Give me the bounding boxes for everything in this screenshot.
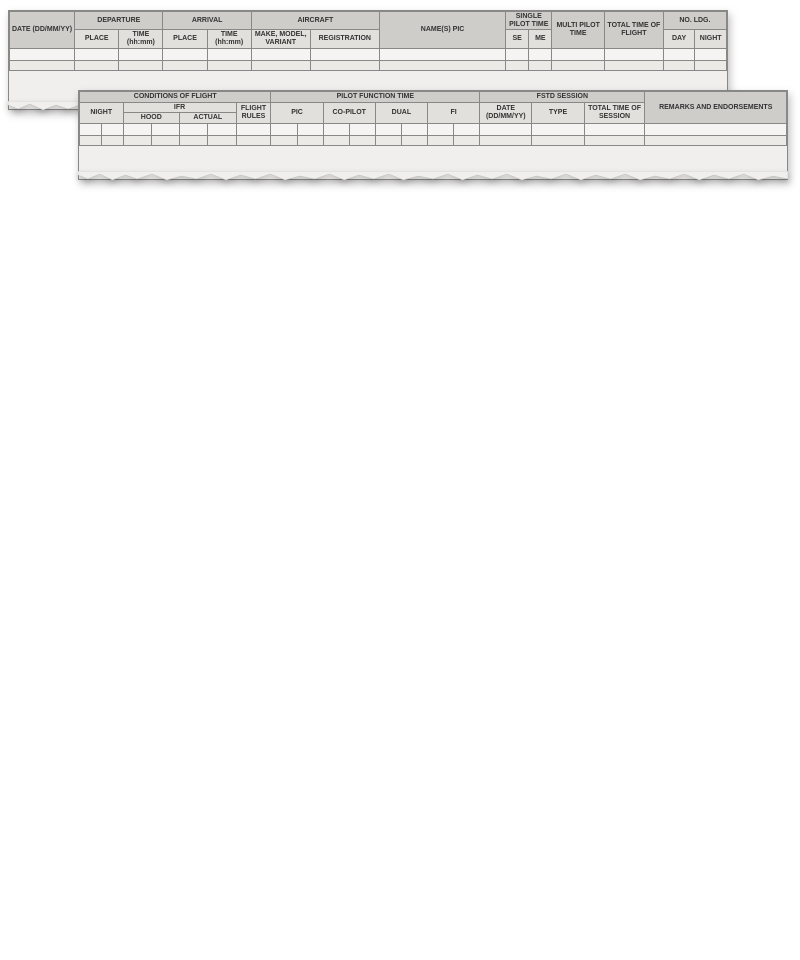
col-no-ldg: NO. LDG. bbox=[663, 12, 726, 30]
col-flight-rules: FLIGHT RULES bbox=[236, 102, 271, 123]
col-fstd-total: TOTAL TIME OF SESSION bbox=[584, 102, 645, 123]
col-make: MAKE, MODEL, VARIANT bbox=[251, 30, 310, 48]
col-aircraft: AIRCRAFT bbox=[251, 12, 379, 30]
col-dep-time: TIME (hh:mm) bbox=[119, 30, 163, 48]
col-copilot: CO-PILOT bbox=[323, 102, 375, 123]
logbook-table-1: DATE (DD/MM/YY) DEPARTURE ARRIVAL AIRCRA… bbox=[9, 11, 727, 71]
col-me: ME bbox=[529, 30, 552, 48]
col-remarks: REMARKS AND ENDORSEMENTS bbox=[645, 92, 787, 124]
col-day: DAY bbox=[663, 30, 695, 48]
col-conditions: CONDITIONS OF FLIGHT bbox=[80, 92, 271, 103]
col-ifr: IFR bbox=[123, 102, 236, 113]
col-se: SE bbox=[506, 30, 529, 48]
table-row bbox=[10, 60, 727, 70]
col-names-pic: NAME(S) PIC bbox=[379, 12, 505, 49]
col-pilot-func: PILOT FUNCTION TIME bbox=[271, 92, 480, 103]
table-row bbox=[80, 124, 787, 136]
col-night: NIGHT bbox=[695, 30, 727, 48]
col-multi-pilot: MULTI PILOT TIME bbox=[552, 12, 605, 49]
col-fstd-date: DATE (DD/MM/YY) bbox=[480, 102, 532, 123]
col-fi: FI bbox=[428, 102, 480, 123]
col-hood: HOOD bbox=[123, 113, 180, 124]
col-single-pilot: SINGLE PILOT TIME bbox=[506, 12, 552, 30]
logbook-table-2: CONDITIONS OF FLIGHT PILOT FUNCTION TIME… bbox=[79, 91, 787, 146]
col-departure: DEPARTURE bbox=[75, 12, 163, 30]
table-row bbox=[10, 48, 727, 60]
col-fstd: FSTD SESSION bbox=[480, 92, 645, 103]
col-arr-time: TIME (hh:mm) bbox=[207, 30, 251, 48]
col-arr-place: PLACE bbox=[163, 30, 207, 48]
col-pic: PIC bbox=[271, 102, 323, 123]
col-reg: REGISTRATION bbox=[310, 30, 379, 48]
logbook-sheet-2: CONDITIONS OF FLIGHT PILOT FUNCTION TIME… bbox=[78, 90, 788, 180]
col-night2: NIGHT bbox=[80, 102, 124, 123]
table-row bbox=[80, 136, 787, 146]
col-dep-place: PLACE bbox=[75, 30, 119, 48]
col-total-time: TOTAL TIME OF FLIGHT bbox=[604, 12, 663, 49]
col-date: DATE (DD/MM/YY) bbox=[10, 12, 75, 49]
col-fstd-type: TYPE bbox=[532, 102, 584, 123]
col-arrival: ARRIVAL bbox=[163, 12, 251, 30]
col-actual: ACTUAL bbox=[180, 113, 237, 124]
col-dual: DUAL bbox=[375, 102, 427, 123]
torn-edge bbox=[78, 171, 788, 185]
